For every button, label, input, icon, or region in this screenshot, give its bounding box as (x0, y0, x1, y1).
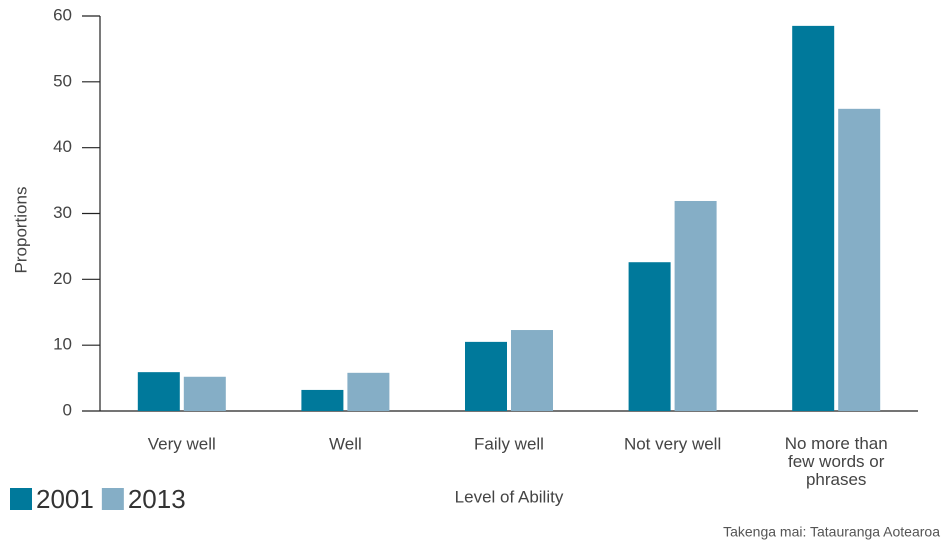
legend-swatch (101, 488, 124, 510)
bar (183, 376, 226, 411)
bar (838, 108, 881, 411)
bar (301, 389, 344, 411)
legend-label: 2013 (128, 484, 186, 514)
y-tick-label: 40 (53, 137, 72, 156)
bar (674, 200, 717, 411)
x-axis-title: Level of Ability (455, 487, 564, 506)
y-tick-label: 50 (53, 71, 72, 90)
x-tick-label: Faily well (474, 434, 544, 453)
bar (511, 330, 553, 411)
y-tick-label: 0 (63, 400, 72, 419)
bar (137, 372, 180, 411)
y-tick-label: 60 (53, 5, 72, 24)
source-note: Takenga mai: Tatauranga Aotearoa (723, 524, 940, 540)
y-tick-label: 30 (53, 203, 72, 222)
legend-swatch (10, 488, 32, 510)
bar (792, 25, 835, 411)
legend-label: 2001 (36, 484, 94, 514)
y-tick-label: 10 (53, 335, 72, 354)
bar (347, 372, 390, 411)
x-tick-label: Not very well (624, 434, 721, 453)
bar (628, 262, 671, 411)
y-axis-title: Proportions (11, 187, 30, 274)
bar (465, 341, 507, 411)
y-tick-label: 20 (53, 269, 72, 288)
x-tick-label: No more than few words or phrases (785, 434, 888, 489)
x-tick-label: Very well (148, 434, 216, 453)
x-tick-label: Well (329, 434, 362, 453)
